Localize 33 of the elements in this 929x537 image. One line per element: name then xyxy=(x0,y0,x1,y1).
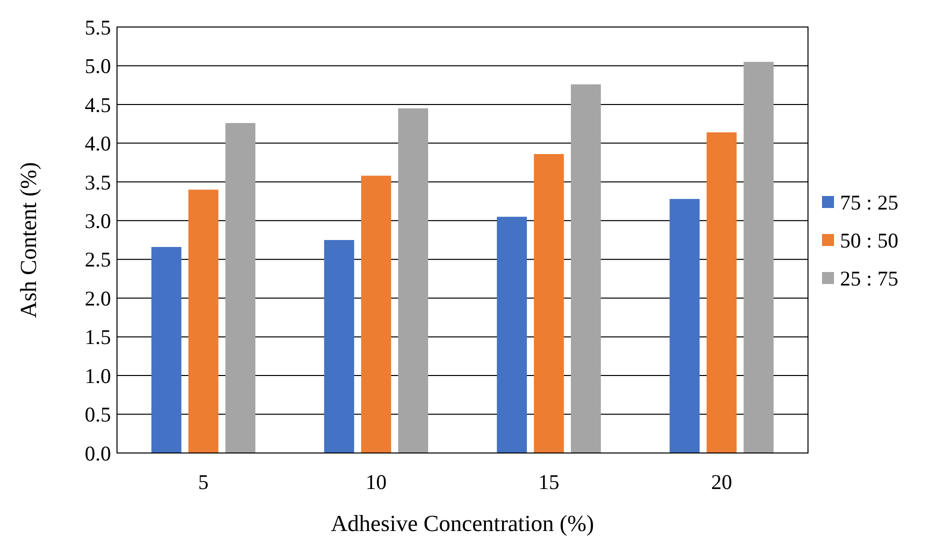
x-axis-title: Adhesive Concentration (%) xyxy=(330,511,594,536)
y-tick-label: 1.0 xyxy=(84,364,111,388)
y-tick-label: 0.0 xyxy=(84,441,111,466)
legend-label: 25 : 75 xyxy=(840,266,898,290)
y-axis-title: Ash Content (%) xyxy=(16,162,41,318)
y-tick-label: 0.5 xyxy=(84,402,111,427)
bar xyxy=(398,108,428,453)
y-tick-label: 4.0 xyxy=(84,132,111,156)
bar xyxy=(744,62,774,453)
bar xyxy=(670,198,700,453)
x-tick-label: 20 xyxy=(711,470,732,494)
bar xyxy=(188,190,218,453)
bar xyxy=(151,246,182,453)
y-tick-label: 2.5 xyxy=(84,248,111,272)
y-tick-label: 4.5 xyxy=(84,92,111,117)
y-tick-label: 3.5 xyxy=(84,170,111,194)
y-tick-label: 2.0 xyxy=(84,286,111,310)
bar xyxy=(570,84,601,453)
legend-label: 75 : 25 xyxy=(840,190,898,214)
x-tick-label: 10 xyxy=(366,470,387,494)
y-tick-label: 5.5 xyxy=(84,15,111,40)
bar xyxy=(361,176,392,453)
y-tick-label: 1.5 xyxy=(84,325,111,350)
bar xyxy=(496,216,527,453)
bar xyxy=(706,132,737,453)
bar xyxy=(225,123,256,453)
bar xyxy=(324,240,354,453)
y-tick-label: 5.0 xyxy=(84,54,111,78)
legend-label: 50 : 50 xyxy=(840,228,898,252)
y-tick-label: 3.0 xyxy=(84,208,111,233)
x-tick-label: 5 xyxy=(198,470,209,494)
x-tick-label: 15 xyxy=(538,470,560,494)
bar xyxy=(534,154,564,453)
